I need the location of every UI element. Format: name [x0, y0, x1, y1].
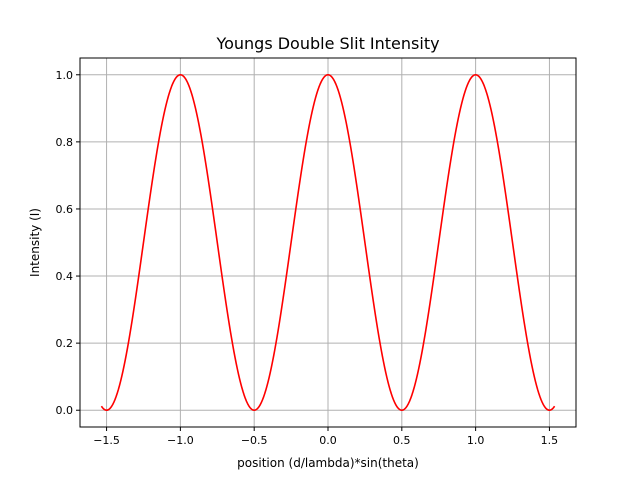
y-tick-label: 0.6 — [56, 203, 74, 216]
y-tick-label: 0.8 — [56, 136, 74, 149]
y-tick-label: 0.0 — [56, 404, 74, 417]
y-tick-label: 0.4 — [56, 270, 74, 283]
x-tick-label: −1.5 — [93, 434, 120, 447]
intensity-series-line — [100, 73, 556, 412]
x-axis-label: position (d/lambda)*sin(theta) — [237, 456, 419, 470]
x-tick-label: −0.5 — [241, 434, 268, 447]
x-tick-label: −1.0 — [167, 434, 194, 447]
chart-title: Youngs Double Slit Intensity — [215, 34, 439, 53]
y-axis-label: Intensity (I) — [28, 208, 42, 277]
y-axis-ticks: 0.0 0.2 0.4 0.6 0.8 1.0 — [56, 69, 80, 417]
y-tick-label: 0.2 — [56, 337, 74, 350]
x-axis-ticks: −1.5 −1.0 −0.5 0.0 0.5 1.0 1.5 — [93, 427, 558, 447]
series-layer — [100, 73, 556, 412]
x-tick-label: 0.0 — [319, 434, 337, 447]
x-tick-label: 0.5 — [393, 434, 411, 447]
y-tick-label: 1.0 — [56, 69, 74, 82]
x-tick-label: 1.0 — [467, 434, 485, 447]
x-tick-label: 1.5 — [541, 434, 559, 447]
